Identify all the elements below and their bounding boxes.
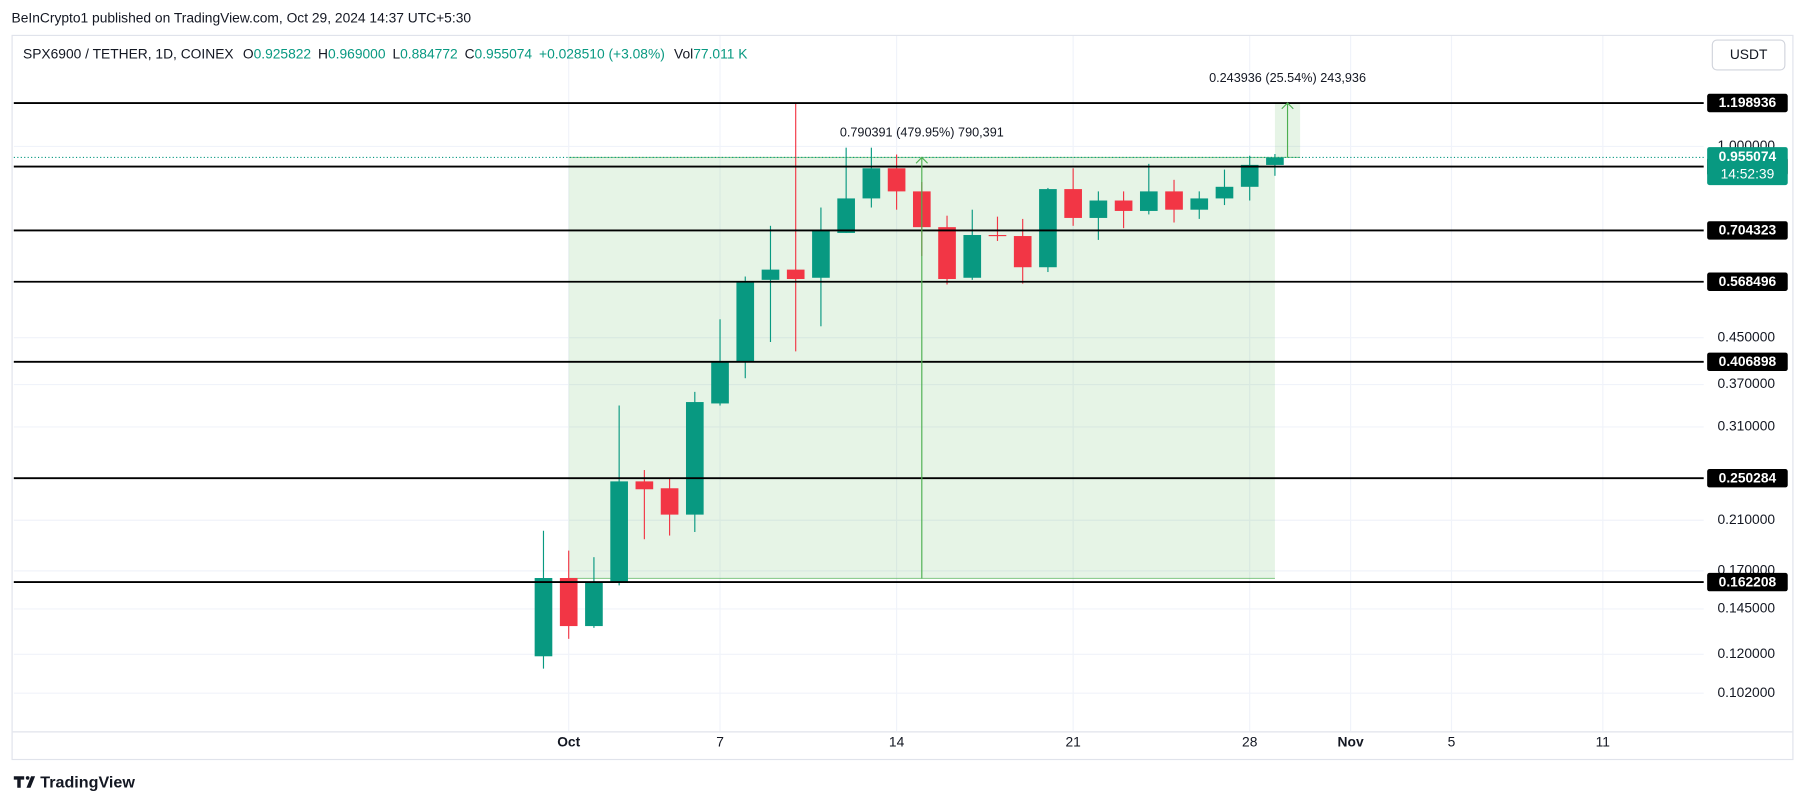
candle-body <box>837 198 855 233</box>
range-arrow-head <box>1281 102 1294 110</box>
candle-body <box>1114 200 1133 211</box>
legend-key: C <box>465 45 475 61</box>
candle-body <box>1139 191 1158 211</box>
legend-key: H <box>318 45 328 61</box>
x-tick-label: Nov <box>1338 733 1364 749</box>
x-tick-label: 11 <box>1596 733 1610 749</box>
candle-body <box>1266 157 1284 165</box>
candle-body <box>963 234 982 278</box>
currency-button[interactable] <box>1711 39 1786 71</box>
currency-button-label[interactable]: USDT <box>1730 46 1768 62</box>
candle-body <box>685 402 704 515</box>
range-label: 0.243936 (25.54%) 243,936 <box>1209 71 1366 85</box>
y-tick-label: 0.210000 <box>1718 511 1776 527</box>
candle-body <box>736 282 755 362</box>
attribution: BeInCrypto1 published on TradingView.com… <box>12 9 472 25</box>
candle-body <box>1240 164 1259 187</box>
chart-frame <box>11 34 1794 761</box>
y-tick-label: 0.310000 <box>1718 418 1776 434</box>
level-label: 0.162208 <box>1719 573 1777 589</box>
legend-value: 0.955074 <box>475 45 533 61</box>
candle-body <box>585 582 603 627</box>
legend-value: 0.884772 <box>400 45 458 61</box>
level-label-box <box>1707 469 1788 488</box>
logo-shape <box>13 776 36 788</box>
last-price-box <box>1707 147 1788 186</box>
candle-body <box>635 481 654 490</box>
candle-body <box>1215 186 1234 199</box>
logo-text: TradingView <box>40 773 135 791</box>
range-label: 0.790391 (479.95%) 790,391 <box>840 126 1004 140</box>
logo-icon <box>13 776 36 788</box>
x-tick-label: 7 <box>716 733 724 749</box>
candle-body <box>1013 236 1032 268</box>
candle-body <box>610 481 628 583</box>
level-label: 1.198936 <box>1719 94 1777 110</box>
candle-body <box>660 488 679 515</box>
y-tick-label: 0.450000 <box>1718 328 1776 344</box>
candle-body <box>862 168 881 199</box>
symbol-legend: SPX6900 / TETHER, 1D, COINEX O0.925822 H0.… <box>23 45 748 61</box>
legend-key: L <box>392 45 400 61</box>
legend-value: 0.969000 <box>328 45 386 61</box>
level-label: 0.406898 <box>1719 353 1777 369</box>
change: +0.028510 (+3.08%) <box>539 45 665 61</box>
level-label: 0.250284 <box>1719 469 1777 485</box>
x-tick-label: 28 <box>1242 733 1258 749</box>
candle-body <box>761 269 780 280</box>
y-tick-label: 0.120000 <box>1718 645 1776 661</box>
candle-body <box>812 230 830 278</box>
level-label-box <box>1707 352 1788 372</box>
candle-body <box>786 269 805 280</box>
level-label: 0.568496 <box>1719 273 1777 289</box>
plot: Oct 7 14 21 28 Nov 5 11 0.790391 (479.95%) 790,3… <box>13 36 1788 749</box>
y-tick-label: 0.370000 <box>1718 375 1776 391</box>
level-label-box <box>1707 272 1788 291</box>
candle-body <box>988 234 1007 237</box>
last-price-label: 0.955074 <box>1719 148 1777 164</box>
candle-body <box>534 578 553 657</box>
level-label-box <box>1707 572 1788 592</box>
legend-key: O <box>243 45 254 61</box>
candle-body <box>1165 191 1183 210</box>
level-label-box <box>1707 93 1788 113</box>
candle-body <box>938 227 956 280</box>
x-tick-label: 14 <box>889 733 905 749</box>
candle-body <box>1190 198 1209 210</box>
candle-body <box>559 578 578 627</box>
x-tick-label: 21 <box>1065 733 1080 749</box>
legend-value: 0.925822 <box>254 45 312 61</box>
candle-body <box>1064 189 1082 218</box>
range-arrow-head <box>915 156 928 164</box>
logo-dot <box>25 776 30 780</box>
y-tick-label: 0.102000 <box>1718 684 1776 700</box>
candle-body <box>711 361 729 404</box>
level-label-box <box>1707 221 1788 240</box>
countdown-label: 14:52:39 <box>1721 165 1775 181</box>
x-tick-label: 5 <box>1448 733 1456 749</box>
candle-body <box>887 168 906 192</box>
volume: 77.011 K <box>693 45 748 61</box>
candle-body <box>1039 189 1057 268</box>
symbol: SPX6900 / TETHER, 1D, COINEX <box>23 45 234 61</box>
volume-key: Vol <box>674 45 693 61</box>
y-tick-label: 0.145000 <box>1718 600 1776 616</box>
level-label: 0.704323 <box>1719 222 1777 238</box>
candle-body <box>1089 200 1108 218</box>
x-tick-label: Oct <box>557 733 580 749</box>
